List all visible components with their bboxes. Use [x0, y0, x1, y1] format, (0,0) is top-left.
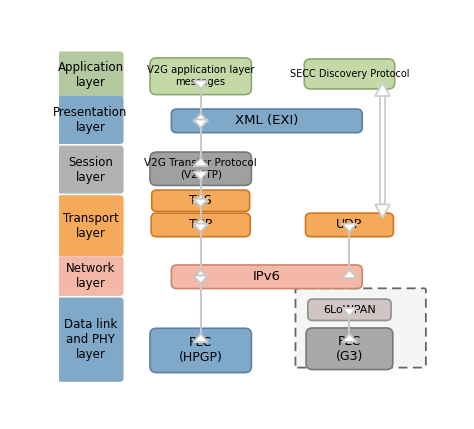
FancyBboxPatch shape: [306, 328, 393, 370]
Polygon shape: [193, 158, 208, 166]
Polygon shape: [193, 224, 208, 232]
Text: XML (EXI): XML (EXI): [235, 115, 299, 127]
Text: V2G Transfer Protocol
(V2GTP): V2G Transfer Protocol (V2GTP): [144, 158, 257, 180]
Polygon shape: [342, 334, 357, 342]
Polygon shape: [193, 219, 208, 227]
Polygon shape: [193, 120, 208, 128]
Text: V2G application layer
messages: V2G application layer messages: [147, 66, 255, 87]
FancyBboxPatch shape: [57, 51, 124, 100]
Polygon shape: [193, 270, 208, 278]
Polygon shape: [380, 96, 385, 205]
FancyBboxPatch shape: [172, 109, 362, 133]
FancyBboxPatch shape: [57, 298, 124, 382]
FancyBboxPatch shape: [150, 58, 251, 94]
Polygon shape: [193, 275, 208, 284]
FancyBboxPatch shape: [295, 288, 426, 368]
Text: Presentation
layer: Presentation layer: [53, 106, 128, 134]
Polygon shape: [193, 334, 208, 342]
FancyBboxPatch shape: [57, 96, 124, 144]
FancyBboxPatch shape: [304, 59, 395, 89]
FancyBboxPatch shape: [172, 265, 362, 289]
FancyBboxPatch shape: [57, 256, 124, 296]
FancyBboxPatch shape: [150, 152, 251, 185]
Polygon shape: [375, 83, 390, 96]
Polygon shape: [193, 114, 208, 122]
Text: TCP: TCP: [189, 218, 212, 231]
Text: Transport
layer: Transport layer: [63, 212, 118, 240]
Text: UDP: UDP: [337, 218, 363, 231]
Polygon shape: [193, 199, 208, 207]
Polygon shape: [375, 205, 390, 218]
Text: IPv6: IPv6: [253, 270, 281, 283]
Polygon shape: [342, 224, 357, 232]
Text: Session
layer: Session layer: [68, 156, 113, 184]
Polygon shape: [193, 172, 208, 180]
Text: Application
layer: Application layer: [57, 61, 124, 89]
Text: SECC Discovery Protocol: SECC Discovery Protocol: [290, 69, 409, 79]
FancyBboxPatch shape: [151, 213, 250, 237]
Text: 6LoWPAN: 6LoWPAN: [323, 305, 376, 315]
FancyBboxPatch shape: [57, 145, 124, 193]
Polygon shape: [342, 308, 357, 316]
FancyBboxPatch shape: [57, 195, 124, 256]
FancyBboxPatch shape: [152, 190, 250, 211]
Polygon shape: [342, 270, 357, 278]
Text: Data link
and PHY
layer: Data link and PHY layer: [64, 318, 117, 361]
Polygon shape: [193, 194, 208, 203]
Text: Network
layer: Network layer: [66, 262, 115, 290]
Text: PLC
(HPGP): PLC (HPGP): [179, 336, 223, 364]
Polygon shape: [193, 81, 208, 89]
FancyBboxPatch shape: [308, 299, 391, 320]
FancyBboxPatch shape: [305, 213, 393, 237]
FancyBboxPatch shape: [150, 328, 251, 372]
Text: TLS: TLS: [189, 194, 212, 207]
Text: PLC
(G3): PLC (G3): [336, 335, 363, 363]
